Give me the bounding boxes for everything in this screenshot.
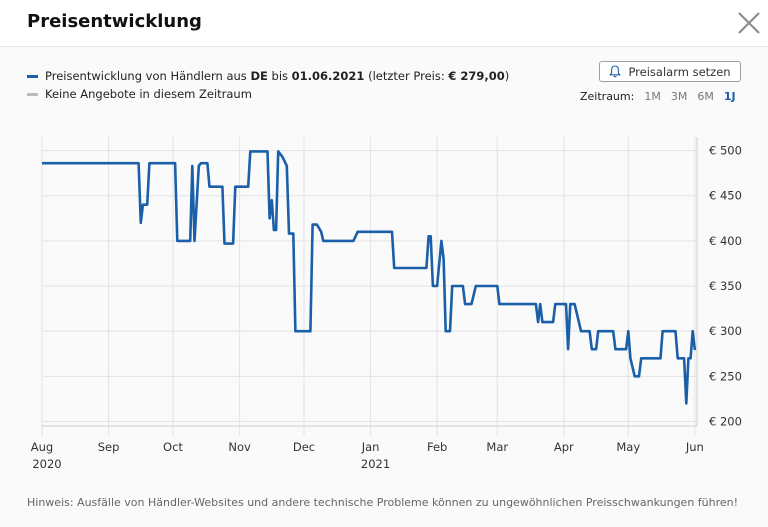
range-option-3m[interactable]: 3M (670, 90, 688, 103)
x-tick-label: Jun (685, 440, 704, 454)
x-tick-label: Aug (31, 440, 53, 454)
x-tick-label: Sep (98, 440, 120, 454)
chart-legend: Preisentwicklung von Händlern aus DE bis… (27, 67, 509, 103)
x-tick-label: Dec (293, 440, 315, 454)
footer-note: Hinweis: Ausfälle von Händler-Websites u… (27, 496, 739, 509)
x-tick-sublabel: 2021 (361, 457, 390, 471)
legend-item-secondary: Keine Angebote in diesem Zeitraum (27, 85, 509, 103)
close-icon (738, 12, 760, 34)
legend-label-primary: Preisentwicklung von Händlern aus DE bis… (45, 69, 510, 83)
dialog-header: Preisentwicklung (0, 0, 768, 47)
y-tick-label: € 250 (709, 369, 742, 383)
range-option-1j[interactable]: 1J (723, 90, 736, 103)
close-button[interactable] (734, 8, 764, 38)
y-tick-label: € 350 (709, 279, 742, 293)
y-tick-label: € 450 (709, 189, 742, 203)
range-option-1m[interactable]: 1M (644, 90, 661, 103)
range-label: Zeitraum: (580, 90, 635, 103)
bell-icon (609, 65, 622, 78)
legend-label-secondary: Keine Angebote in diesem Zeitraum (45, 87, 252, 101)
page-title: Preisentwicklung (27, 11, 202, 32)
x-tick-label: Feb (427, 440, 447, 454)
x-tick-label: Nov (228, 440, 251, 454)
y-tick-label: € 300 (709, 324, 742, 338)
price-alarm-label: Preisalarm setzen (628, 64, 731, 79)
y-tick-label: € 200 (709, 414, 742, 428)
y-tick-label: € 400 (709, 234, 742, 248)
time-range-selector: Zeitraum: 1M 3M 6M 1J (580, 90, 736, 103)
plot-area (42, 137, 697, 426)
range-option-6m[interactable]: 6M (697, 90, 714, 103)
price-series-line (42, 150, 697, 405)
legend-item-primary: Preisentwicklung von Händlern aus DE bis… (27, 67, 509, 85)
price-alarm-button[interactable]: Preisalarm setzen (599, 61, 741, 82)
legend-swatch-primary (27, 74, 38, 78)
x-tick-label: Apr (554, 440, 574, 454)
legend-swatch-secondary (27, 92, 38, 96)
x-tick-label: Jan (361, 440, 380, 454)
x-tick-label: Oct (163, 440, 183, 454)
x-tick-label: May (616, 440, 640, 454)
x-tick-sublabel: 2020 (32, 457, 61, 471)
y-tick-label: € 500 (709, 144, 742, 158)
x-tick-label: Mar (486, 440, 508, 454)
price-chart: € 200 € 250 € 300 € 350 € 400 € 450 € 500 Aug 20… (31, 137, 742, 471)
